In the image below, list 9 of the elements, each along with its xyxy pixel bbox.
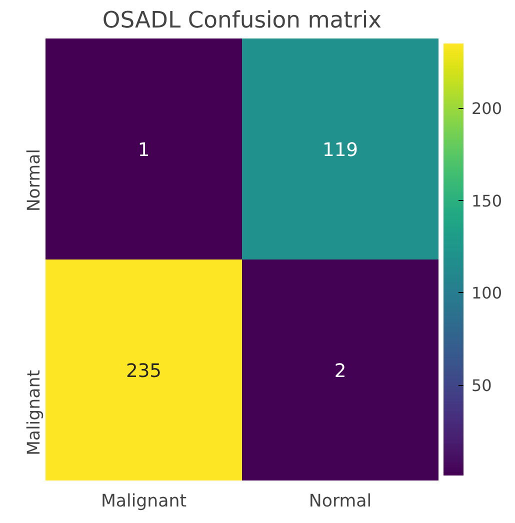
color-bar-label: 200 [472,99,502,118]
data-label: 235 [126,361,162,382]
color-bar-label: 150 [472,191,502,210]
data-label: 1 [138,140,150,161]
data-label: 2 [334,361,346,382]
data-label: 119 [322,140,358,161]
chart-title: OSADL Confusion matrix [102,8,382,34]
color-bar-label: 50 [472,376,492,396]
color-bar-label: 100 [472,284,502,303]
